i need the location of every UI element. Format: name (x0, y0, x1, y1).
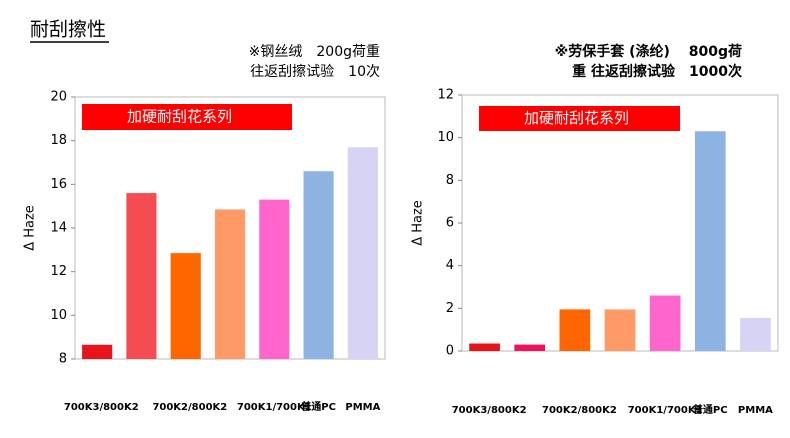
bar (740, 317, 771, 351)
bar (514, 344, 546, 351)
chart-title: 重 往返刮擦试验 1000次 (572, 63, 742, 80)
y-tick-label: 8 (446, 173, 454, 188)
x-tick-label: 700K1/700K1 (628, 405, 703, 416)
y-axis-label: Δ Haze (23, 205, 38, 251)
x-tick-label: PMMA (738, 405, 773, 416)
annotation: 加硬耐刮花系列 (127, 108, 232, 126)
bar (82, 344, 113, 359)
annotation-box (479, 106, 680, 131)
x-tick-label: 700K3/800K2 (64, 402, 139, 413)
x-tick-label: 普通PC (301, 400, 336, 413)
y-tick-label: 4 (446, 258, 454, 273)
x-tick-label: 普通PC (693, 403, 728, 416)
y-tick-label: 0 (446, 344, 454, 359)
bar (347, 147, 378, 359)
bar (170, 253, 201, 359)
bar (559, 309, 591, 351)
y-tick-label: 18 (50, 133, 67, 148)
x-tick-label: 700K3/800K2 (452, 405, 527, 416)
y-axis-label: Δ Haze (411, 200, 426, 246)
y-tick-label: 8 (59, 352, 67, 367)
y-tick-label: 20 (50, 90, 67, 105)
y-tick-label: 10 (437, 130, 454, 145)
x-tick-label: 700K2/800K2 (542, 405, 617, 416)
bar (604, 309, 636, 351)
x-tick-label: PMMA (345, 402, 380, 413)
y-tick-label: 6 (446, 216, 454, 231)
chart-title: 往返刮擦试验 10次 (250, 63, 380, 80)
y-tick-label: 12 (437, 88, 454, 103)
bar (214, 209, 246, 359)
y-tick-label: 12 (50, 264, 67, 279)
y-tick-label: 14 (50, 221, 67, 236)
bar (649, 295, 681, 351)
y-tick-label: 10 (50, 308, 67, 323)
chart-title: ※钢丝绒 200g荷重 (249, 44, 380, 60)
bar (259, 199, 290, 359)
bar (469, 343, 500, 351)
y-tick-label: 2 (446, 301, 454, 316)
annotation: 加硬耐刮花系列 (524, 109, 629, 127)
page-title: 耐刮擦性 (30, 19, 106, 41)
bar (694, 131, 726, 351)
annotation-box (82, 104, 292, 130)
y-tick-label: 16 (50, 177, 67, 192)
x-tick-label: 700K1/700K1 (237, 402, 312, 413)
chart-title: ※劳保手套 (涤纶) 800g荷 (555, 43, 742, 60)
x-tick-label: 700K2/800K2 (152, 402, 227, 413)
bar (303, 171, 334, 359)
bar (126, 193, 157, 359)
